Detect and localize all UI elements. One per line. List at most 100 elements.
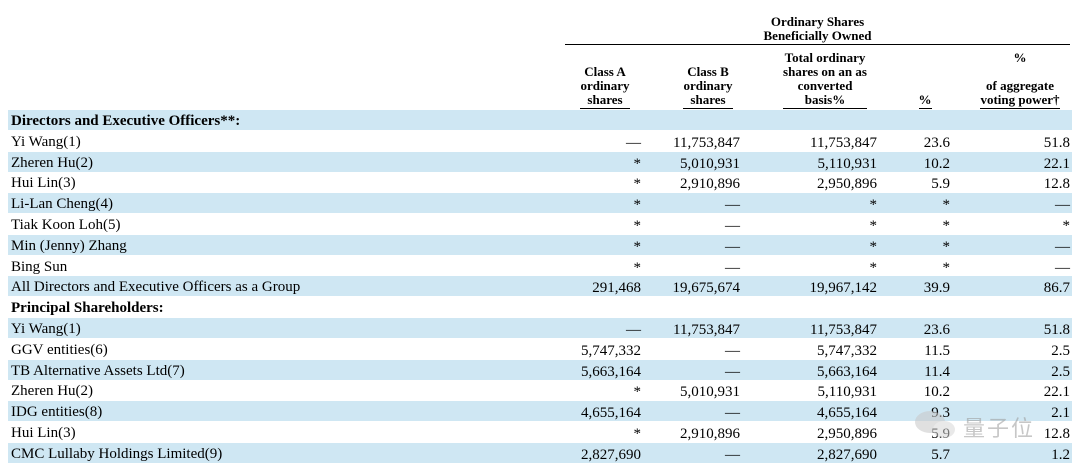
cell-class-a: 291,468 — [592, 280, 641, 297]
col-header-class-b-text: Class B ordinary shares — [683, 64, 733, 109]
cell-total: 11,753,847 — [810, 134, 877, 151]
cell-class-b: 19,675,674 — [672, 280, 741, 297]
col-header-total-text: Total ordinary shares on an as converted… — [783, 50, 867, 109]
cell-voting: 86.7 — [1043, 280, 1070, 297]
cell-class-a: — — [626, 322, 641, 338]
cell-class-b: — — [725, 405, 740, 422]
table-row: Yi Wang(1) — 11,753,847 11,753,847 23.6 51.8 — [8, 131, 1072, 151]
row-holder-name: TB Alternative Assets Ltd(7) — [11, 362, 185, 379]
cell-pct: * — [942, 259, 951, 276]
cell-class-b: 11,753,847 — [673, 134, 740, 151]
cell-pct: 5.9 — [931, 176, 950, 193]
col-header-voting: % of aggregate voting power† — [965, 37, 1075, 109]
cell-total: * — [869, 259, 878, 276]
row-holder-name: Yi Wang(1) — [11, 133, 81, 150]
col-header-class-b: Class B ordinary shares — [668, 51, 748, 109]
col-header-total: Total ordinary shares on an as converted… — [760, 37, 890, 109]
wechat-icon-secondary — [933, 421, 955, 438]
row-holder-name: Zheren Hu(2) — [11, 383, 94, 400]
table-row: All Directors and Executive Officers as … — [8, 276, 1072, 297]
cell-total: 4,655,164 — [817, 405, 877, 422]
col-header-pct-text: % — [918, 92, 932, 109]
cell-pct: 10.2 — [923, 155, 950, 172]
table-row: Min (Jenny) Zhang * — * * — — [8, 234, 1072, 255]
cell-class-a: 2,827,690 — [581, 446, 641, 463]
cell-total: 5,110,931 — [817, 384, 877, 401]
col-header-pct: % — [905, 93, 945, 109]
cell-class-b: — — [725, 197, 740, 214]
table-row: Zheren Hu(2) * 5,010,931 5,110,931 10.2 22.1 — [8, 151, 1072, 172]
cell-pct: * — [942, 197, 951, 214]
table-row: IDG entities(8) 4,655,164—4,655,164 9.3 2.1 — [8, 401, 1072, 422]
cell-total: * — [869, 197, 878, 214]
col-header-class-a: Class A ordinary shares — [565, 51, 645, 109]
cell-class-a: * — [633, 155, 642, 172]
cell-total: * — [869, 238, 878, 255]
cell-total: 2,950,896 — [817, 176, 877, 193]
group-header-rule — [565, 44, 1070, 45]
cell-pct: 11.4 — [924, 363, 950, 380]
cell-total: 19,967,142 — [809, 280, 878, 297]
cell-pct: 5.7 — [931, 446, 950, 463]
cell-class-a: * — [633, 218, 642, 234]
table-row: Yi Wang(1) — 11,753,847 11,753,847 23.6 51.8 — [8, 318, 1072, 338]
table-row: CMC Lullaby Holdings Limited(9) 2,827,690… — [8, 442, 1072, 463]
cell-pct: * — [942, 238, 951, 255]
cell-voting: 2.5 — [1051, 363, 1070, 380]
row-holder-name: Tiak Koon Loh(5) — [11, 217, 121, 233]
table-row: TB Alternative Assets Ltd(7) 5,663,164 — 5,… — [8, 359, 1072, 380]
cell-class-b: — — [725, 259, 740, 276]
cell-class-a: * — [633, 238, 642, 255]
cell-total: 11,753,847 — [810, 322, 877, 338]
cell-total: 2,827,690 — [817, 446, 877, 463]
table-row: Zheren Hu(2) * 5,010,931 5,110,931 10.2 22.1 — [8, 380, 1072, 400]
cell-voting: 12.8 — [1043, 176, 1070, 193]
row-holder-name: IDG entities(8) — [11, 404, 103, 421]
cell-class-a: 5,663,164 — [581, 363, 641, 380]
col-header-voting-text: of aggregate voting power† — [980, 78, 1060, 109]
cell-voting: * — [1062, 218, 1071, 234]
cell-voting: 2.5 — [1051, 342, 1070, 359]
cell-pct: 10.2 — [923, 384, 950, 401]
section-title: Directors and Executive Officers**: — [11, 113, 241, 129]
cell-class-a: 4,655,164 — [581, 405, 641, 422]
cell-voting: 51.8 — [1043, 322, 1070, 338]
cell-class-b: — — [725, 363, 740, 380]
row-holder-name: CMC Lullaby Holdings Limited(9) — [11, 445, 223, 462]
cell-voting: 12.8 — [1043, 426, 1070, 442]
cell-pct: 39.9 — [923, 280, 950, 297]
group-header: Ordinary Shares Beneficially Owned — [763, 14, 872, 43]
cell-total: * — [869, 218, 878, 234]
row-holder-name: Hui Lin(3) — [11, 425, 76, 441]
watermark-text: 量子位 — [963, 417, 1036, 442]
row-holder-name: Zheren Hu(2) — [11, 154, 94, 171]
cell-total: 5,663,164 — [817, 363, 877, 380]
cell-class-a: * — [633, 259, 642, 276]
cell-class-b: 5,010,931 — [680, 155, 740, 172]
cell-pct: 23.6 — [923, 322, 950, 338]
section-header-row: Principal Shareholders: — [8, 297, 1072, 317]
cell-class-a: * — [633, 176, 642, 193]
cell-class-b: — — [725, 342, 740, 359]
cell-pct: * — [942, 218, 951, 234]
row-holder-name: Bing Sun — [11, 258, 68, 275]
row-holder-name: Li-Lan Cheng(4) — [11, 196, 114, 213]
section-title: Principal Shareholders: — [11, 300, 164, 317]
cell-voting: 22.1 — [1043, 384, 1070, 401]
cell-total: 5,110,931 — [817, 155, 877, 172]
cell-voting: — — [1055, 259, 1070, 276]
cell-class-b: 5,010,931 — [680, 384, 740, 401]
row-holder-name: Min (Jenny) Zhang — [11, 237, 127, 254]
cell-voting: 2.1 — [1051, 405, 1070, 422]
col-header-class-a-text: Class A ordinary shares — [580, 64, 630, 109]
cell-voting: — — [1055, 197, 1070, 214]
cell-class-b: 2,910,896 — [680, 176, 740, 193]
cell-voting: 22.1 — [1043, 155, 1070, 172]
cell-class-b: — — [725, 238, 740, 255]
cell-class-a: * — [633, 426, 642, 442]
cell-class-a: * — [633, 384, 642, 401]
cell-voting: 1.2 — [1051, 446, 1070, 463]
row-holder-name: All Directors and Executive Officers as … — [11, 279, 301, 296]
